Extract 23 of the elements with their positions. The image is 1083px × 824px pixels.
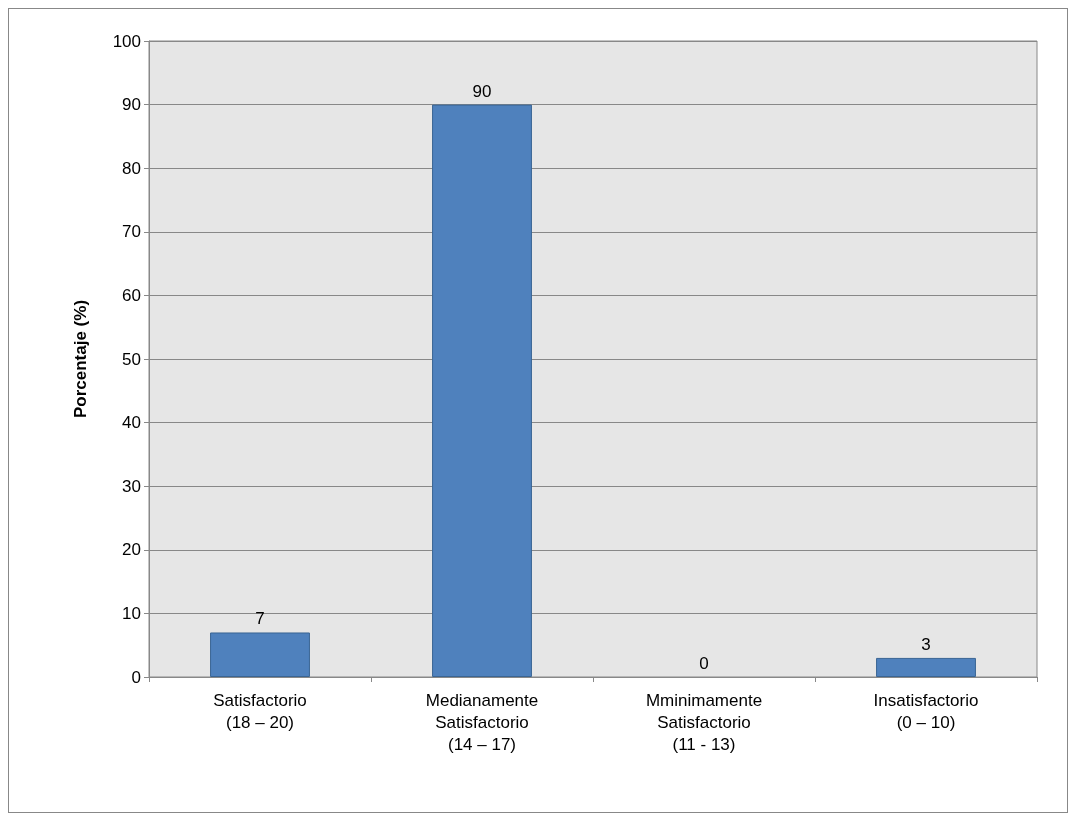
y-tick-label: 100 [112,31,141,51]
bar [432,104,532,677]
y-axis-title: Porcentaje (%) [71,299,90,419]
x-tick-label: Medianamente Satisfactorio (14 – 17) [425,690,539,754]
y-tick-label: 50 [122,349,141,369]
y-tick-label: 60 [122,285,141,305]
bar [876,657,976,677]
y-tick-label: 20 [122,540,141,560]
x-tick-label: Satisfactorio (18 – 20) [213,690,307,732]
y-tick-label: 40 [122,413,141,433]
y-tick-label: 10 [122,603,141,623]
x-tick-label: Insatisfactorio (0 – 10) [873,690,979,732]
x-tick-label: Mminimamente Satisfactorio (11 - 13) [645,690,763,754]
y-tick-label: 30 [122,476,141,496]
y-tick-label: 0 [131,667,141,687]
y-tick-label: 80 [122,158,141,178]
data-label: 0 [699,654,709,673]
data-label: 7 [255,609,265,629]
bar [210,632,310,677]
y-tick-label: 90 [122,95,141,115]
data-label: 3 [921,634,931,654]
y-tick-label: 70 [122,222,141,242]
data-label: 90 [472,81,492,101]
